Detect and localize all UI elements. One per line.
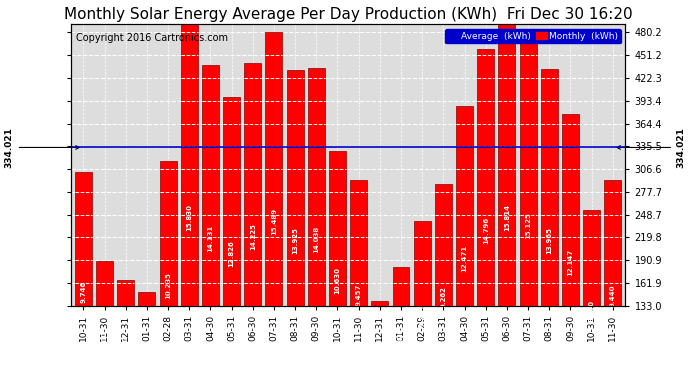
Bar xyxy=(223,98,240,375)
Text: 13.925: 13.925 xyxy=(292,227,298,254)
Text: 14.796: 14.796 xyxy=(483,216,489,243)
Bar xyxy=(266,32,282,375)
Bar xyxy=(159,160,177,375)
Text: 12.471: 12.471 xyxy=(462,245,468,272)
Text: 12.147: 12.147 xyxy=(567,249,573,276)
Bar xyxy=(393,267,409,375)
Bar xyxy=(351,180,367,375)
Text: 7.749: 7.749 xyxy=(420,305,425,327)
Bar xyxy=(541,69,558,375)
Legend: Average  (kWh), Monthly  (kWh): Average (kWh), Monthly (kWh) xyxy=(445,29,621,44)
Bar xyxy=(456,106,473,375)
Bar xyxy=(520,41,537,375)
Text: 14.131: 14.131 xyxy=(208,225,213,252)
Bar xyxy=(414,221,431,375)
Text: 334.021: 334.021 xyxy=(617,127,685,168)
Text: 10.630: 10.630 xyxy=(335,267,340,294)
Bar xyxy=(477,49,494,375)
Text: 9.457: 9.457 xyxy=(355,284,362,306)
Bar xyxy=(583,210,600,375)
Text: 9.262: 9.262 xyxy=(440,286,446,309)
Text: 8.200: 8.200 xyxy=(589,300,595,322)
Text: 14.038: 14.038 xyxy=(313,226,319,253)
Text: 5.337: 5.337 xyxy=(123,334,129,357)
Bar xyxy=(604,180,621,375)
Bar xyxy=(75,172,92,375)
Text: 15.814: 15.814 xyxy=(504,204,510,231)
Bar xyxy=(498,24,515,375)
Text: 4.510: 4.510 xyxy=(377,345,383,367)
Text: 15.125: 15.125 xyxy=(525,213,531,239)
Text: 10.235: 10.235 xyxy=(165,272,171,299)
Bar xyxy=(117,280,134,375)
Text: 5.870: 5.870 xyxy=(398,328,404,350)
Bar xyxy=(435,184,452,375)
Text: 4.861: 4.861 xyxy=(144,340,150,363)
Bar xyxy=(96,261,113,375)
Text: 15.830: 15.830 xyxy=(186,204,193,231)
Bar xyxy=(371,300,388,375)
Text: 15.489: 15.489 xyxy=(271,208,277,235)
Bar xyxy=(244,63,262,375)
Text: 9.746: 9.746 xyxy=(80,280,86,303)
Text: 6.129: 6.129 xyxy=(101,325,108,347)
Text: 334.021: 334.021 xyxy=(5,127,79,168)
Bar xyxy=(329,151,346,375)
Bar xyxy=(202,65,219,375)
Bar xyxy=(308,68,325,375)
Bar xyxy=(139,292,155,375)
Bar xyxy=(286,70,304,375)
Text: 12.826: 12.826 xyxy=(228,241,235,267)
Text: 14.225: 14.225 xyxy=(250,224,256,251)
Bar xyxy=(181,24,198,375)
Bar xyxy=(562,114,579,375)
Text: Copyright 2016 Cartronics.com: Copyright 2016 Cartronics.com xyxy=(76,33,228,43)
Text: 13.965: 13.965 xyxy=(546,226,552,254)
Title: Monthly Solar Energy Average Per Day Production (KWh)  Fri Dec 30 16:20: Monthly Solar Energy Average Per Day Pro… xyxy=(63,7,632,22)
Text: 9.440: 9.440 xyxy=(610,284,615,307)
